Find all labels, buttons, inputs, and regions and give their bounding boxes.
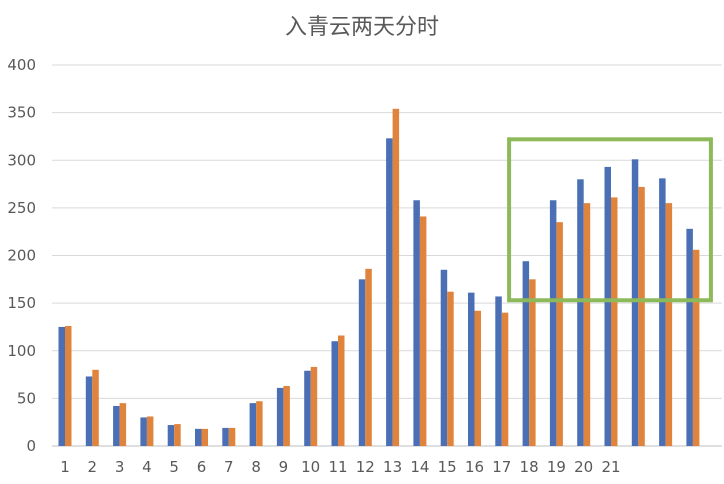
bar-series-2-cat-14: [419, 216, 427, 446]
bar-series-1-cat-8: [249, 403, 257, 446]
bar-series-1-cat-9: [276, 387, 284, 446]
x-tick-label: 8: [251, 458, 261, 476]
bar-series-2-cat-7: [228, 427, 236, 446]
x-tick-label: 12: [356, 458, 375, 476]
bar-series-1-cat-10: [304, 370, 311, 446]
x-tick-label: 13: [383, 458, 402, 476]
bar-series-1-cat-15: [440, 269, 448, 446]
y-tick-label: 50: [17, 389, 36, 407]
bar-series-1-cat-3: [113, 405, 120, 446]
x-tick-label: 21: [601, 458, 620, 476]
bar-series-1-cat-17: [495, 296, 502, 446]
x-tick-label: 11: [328, 458, 347, 476]
bars: [58, 108, 700, 447]
y-tick-label: 150: [7, 294, 36, 312]
x-tick-label: 15: [438, 458, 457, 476]
bar-series-2-cat-19: [556, 222, 563, 446]
bar-series-2-cat-9: [283, 385, 290, 446]
x-tick-label: 4: [142, 458, 152, 476]
bar-series-2-cat-18: [529, 279, 536, 446]
bar-series-1-cat-12: [358, 279, 366, 446]
x-tick-label: 14: [410, 458, 429, 476]
bar-series-2-cat-4: [146, 416, 154, 446]
bar-series-1-cat-5: [167, 425, 175, 446]
x-tick-label: 18: [520, 458, 539, 476]
bar-series-2-cat-8: [256, 401, 263, 446]
bar-series-2-cat-22: [638, 186, 645, 447]
bar-series-1-cat-16: [468, 292, 475, 446]
x-tick-label: 10: [301, 458, 320, 476]
bar-series-2-cat-1: [65, 325, 72, 446]
bar-series-2-cat-2: [92, 369, 99, 446]
chart-title: 入青云两天分时: [285, 15, 439, 40]
bar-series-1-cat-4: [140, 417, 147, 446]
y-tick-label: 0: [26, 437, 36, 455]
x-axis-ticks: 1 2 3 4 5 6 7 8 9 10 11 12 13 14 15 16 17 18 19 20 21: [60, 458, 620, 476]
bar-series-1-cat-22: [631, 159, 639, 447]
x-tick-label: 9: [279, 458, 289, 476]
bar-series-1-cat-1: [58, 326, 65, 446]
bar-series-1-cat-18: [522, 261, 530, 446]
x-tick-label: 6: [197, 458, 207, 476]
bar-series-2-cat-17: [501, 312, 509, 446]
x-tick-label: 16: [465, 458, 484, 476]
y-tick-label: 400: [7, 56, 36, 74]
bar-series-2-cat-23: [665, 203, 673, 446]
y-tick-label: 100: [7, 342, 36, 360]
bar-series-2-cat-11: [338, 335, 345, 446]
bar-series-1-cat-14: [413, 200, 420, 446]
bar-series-2-cat-10: [310, 366, 318, 446]
y-tick-label: 300: [7, 151, 36, 169]
y-tick-label: 250: [7, 199, 36, 217]
bar-series-2-cat-3: [119, 403, 127, 446]
highlight-overlay: [507, 137, 713, 303]
bar-series-2-cat-16: [474, 310, 481, 446]
x-tick-label: 20: [574, 458, 593, 476]
x-tick-label: 1: [60, 458, 70, 476]
bar-series-1-cat-23: [659, 178, 666, 446]
bar-series-1-cat-7: [222, 427, 229, 446]
x-tick-label: 3: [115, 458, 125, 476]
bar-series-1-cat-2: [85, 376, 93, 446]
bar-series-2-cat-6: [201, 428, 208, 446]
bar-series-2-cat-5: [174, 424, 181, 446]
bar-series-2-cat-12: [365, 268, 372, 446]
x-tick-label: 19: [547, 458, 566, 476]
x-tick-label: 2: [88, 458, 98, 476]
bar-series-1-cat-13: [386, 138, 393, 446]
bar-series-2-cat-15: [447, 291, 454, 446]
bar-series-1-cat-20: [577, 179, 584, 447]
bar-series-1-cat-6: [195, 428, 202, 446]
x-tick-label: 17: [492, 458, 511, 476]
bar-series-1-cat-19: [549, 200, 557, 446]
bar-series-2-cat-20: [583, 203, 591, 446]
x-tick-label: 5: [169, 458, 179, 476]
bar-series-1-cat-24: [686, 228, 693, 446]
bar-series-1-cat-11: [331, 341, 338, 446]
bar-series-2-cat-21: [611, 197, 618, 446]
y-tick-label: 350: [7, 104, 36, 122]
y-tick-label: 200: [7, 247, 36, 265]
highlight-box: [507, 137, 713, 303]
y-axis-ticks: 0 50 100 150 200 250 300 350 400: [7, 56, 36, 455]
bar-series-2-cat-24: [692, 249, 700, 446]
bar-series-2-cat-13: [392, 108, 400, 446]
bar-series-1-cat-21: [604, 166, 611, 447]
x-tick-label: 7: [224, 458, 234, 476]
